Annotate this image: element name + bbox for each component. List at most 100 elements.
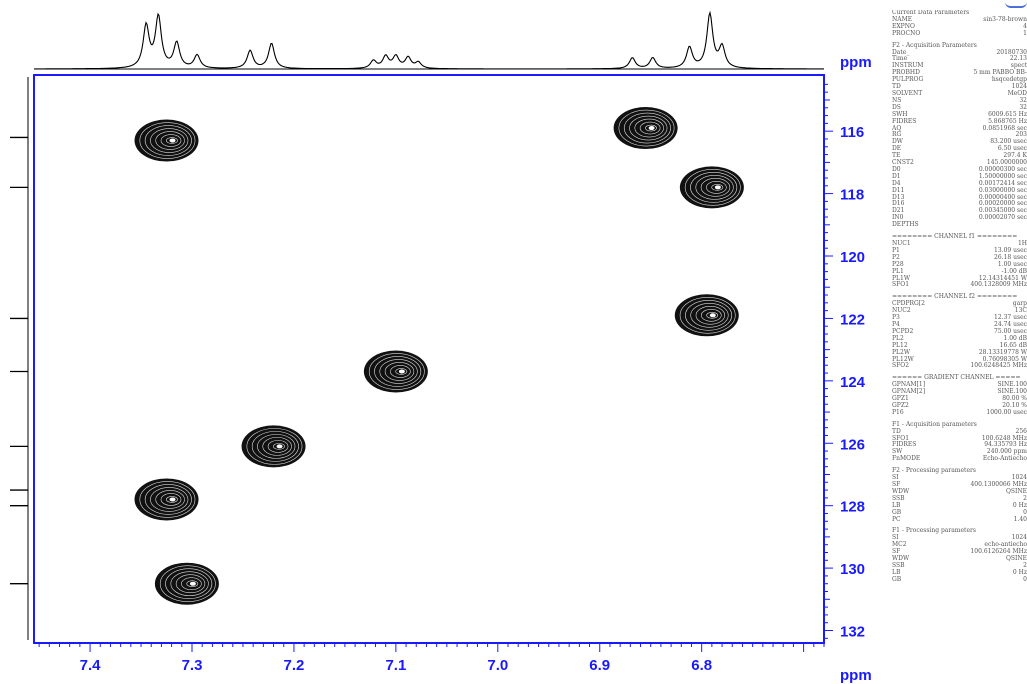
contour-center — [169, 497, 176, 502]
contour-ring — [634, 118, 664, 138]
param-value: sin3-78-brown — [983, 15, 1027, 23]
param-row: SWH 6009.615 Hz — [892, 110, 1027, 119]
param-key: LB — [892, 501, 901, 509]
param-value: 297.4 K — [1003, 152, 1027, 160]
param-key: FIDRES — [892, 117, 917, 125]
contour-ring — [170, 571, 209, 597]
param-row: NUC1 1H — [892, 240, 1027, 248]
param-section-title: F2 - Processing parameters — [892, 467, 976, 475]
param-value: 32 — [1019, 103, 1027, 111]
param-key: SF — [892, 548, 901, 556]
param-value: 1.00 usec — [997, 260, 1027, 268]
param-row: D13 0.00000400 sec — [892, 194, 1027, 202]
x-tick-label: 7.3 — [182, 657, 203, 674]
param-section-title: ======== CHANNEL f2 ======== — [892, 293, 1018, 301]
param-key: PROCNO — [892, 29, 921, 37]
param-row: P4 24.74 usec — [892, 320, 1027, 329]
param-key: CPDPRG[2 — [892, 300, 925, 308]
cross-peak — [674, 294, 739, 337]
param-section: ======== CHANNEL f2 ======== CPDPRG[2 garp… — [892, 293, 1027, 370]
param-row: GB 0 — [892, 508, 1027, 517]
param-key: SFO1 — [892, 281, 910, 289]
x-tick-label: 6.8 — [691, 657, 712, 674]
param-row: P3 12.37 usec — [892, 314, 1027, 322]
param-section-title: ======== CHANNEL f1 ======== — [892, 233, 1018, 241]
param-key: NUC2 — [892, 307, 911, 315]
x-tick-label: 7.0 — [487, 657, 508, 674]
param-row: DEPTHS — [892, 221, 1027, 229]
contour-ring — [251, 431, 299, 462]
contour-ring — [695, 175, 734, 200]
param-section: F2 - Processing parameters SI 1024 SF 400.13… — [892, 467, 1027, 523]
contour-ring — [181, 577, 202, 591]
contour-ring — [150, 487, 189, 512]
contour-center — [648, 126, 655, 131]
param-key: SWH — [892, 110, 908, 118]
y-tick-label: 130 — [840, 561, 865, 578]
param-row: DE 6.50 usec — [892, 145, 1027, 153]
y-tick-label: 116 — [840, 124, 864, 141]
param-row: CPDPRG[2 garp — [892, 300, 1027, 308]
param-key: GPNAM[2] — [892, 388, 926, 396]
param-value: 26.18 usec — [994, 253, 1027, 261]
param-value: 400.1328009 MHz — [970, 281, 1027, 289]
param-section: F1 - Processing parameters SI 1024 MC2 echo-… — [892, 528, 1027, 583]
contour-ring — [166, 496, 178, 503]
y-tick-label: 132 — [840, 624, 865, 641]
param-row: FnMODE Echo-Antiecho — [892, 455, 1027, 463]
param-value: SINE.100 — [997, 388, 1027, 396]
param-key: GB — [892, 575, 902, 583]
param-value: 0.03000000 sec — [978, 186, 1027, 194]
param-value: SINE.100 — [997, 381, 1027, 389]
param-key: TD — [892, 427, 901, 435]
param-key: IN0 — [892, 214, 904, 222]
param-key: FIDRES — [892, 441, 917, 449]
param-row: SW 240.000 ppm — [892, 448, 1027, 456]
param-row: DS 32 — [892, 103, 1027, 112]
param-value: 1 — [1023, 29, 1027, 37]
param-value: 100.6248 MHz — [981, 434, 1027, 442]
param-value: spect — [1010, 62, 1027, 70]
contour-ring — [639, 121, 661, 135]
contour-ring — [246, 428, 303, 465]
param-key: SI — [892, 474, 899, 482]
param-key: PROBHD — [892, 69, 920, 77]
contour-ring — [186, 580, 199, 588]
param-row: SI 1024 — [892, 534, 1027, 542]
param-value: 1.00 dB — [1003, 334, 1027, 342]
param-key: SFO1 — [892, 434, 910, 442]
param-row: PL12W 0.76098305 W — [892, 355, 1027, 364]
param-key: D0 — [892, 165, 901, 173]
param-row: SFO2 100.6248425 MHz — [892, 363, 1027, 370]
x-tick-label: 7.4 — [80, 657, 102, 674]
param-row: EXPNO 4 — [892, 23, 1027, 31]
param-row: RG 203 — [892, 132, 1027, 139]
param-row: WDW QSINE — [892, 488, 1027, 496]
param-section-title: F1 - Processing parameters — [892, 527, 976, 535]
contour-ring — [160, 134, 182, 147]
param-value: MeOD — [1007, 89, 1027, 97]
contour-ring — [257, 434, 296, 459]
param-value: 12.14314451 W — [978, 274, 1027, 282]
param-key: MC2 — [892, 541, 907, 549]
param-key: P3 — [892, 314, 900, 322]
param-key: PL2W — [892, 348, 911, 356]
param-value: 24.74 usec — [994, 320, 1027, 328]
param-value: 0.76098305 W — [982, 355, 1027, 363]
param-value: 0 Hz — [1012, 501, 1027, 509]
param-value: 400.1300066 MHz — [970, 481, 1027, 488]
param-key: FnMODE — [892, 455, 921, 463]
param-section: F1 - Acquisition parameters TD 256 SFO1 100.… — [892, 421, 1027, 463]
param-row: PL12 16.65 dB — [892, 342, 1027, 350]
param-row: MC2 echo-antiecho — [892, 541, 1027, 549]
param-row: SF 400.1300066 MHz — [892, 481, 1027, 489]
param-key: P2 — [892, 253, 900, 261]
param-value: 0 — [1023, 508, 1027, 516]
param-row: P16 1000.00 usec — [892, 409, 1027, 417]
contour-ring — [144, 484, 192, 515]
param-value: 100.6126264 MHz — [970, 548, 1027, 556]
param-section-title: Current Data Parameters — [892, 10, 970, 16]
contour-ring — [262, 437, 292, 456]
param-row: P28 1.00 usec — [892, 260, 1027, 269]
contour-center — [709, 313, 716, 318]
